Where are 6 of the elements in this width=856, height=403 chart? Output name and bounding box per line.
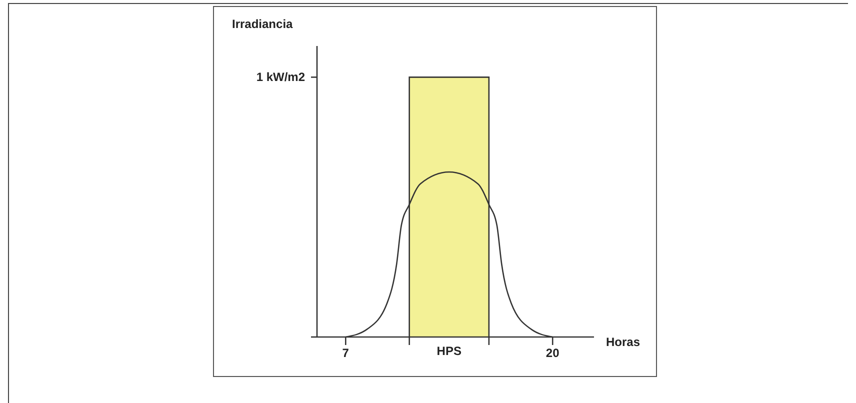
x-tick-label: 20 (546, 346, 560, 360)
annotation: HPS (436, 344, 462, 358)
y-axis-title: Irradiancia (232, 17, 293, 31)
y-tick-label: 1 kW/m2 (256, 70, 306, 84)
x-axis-title: Horas (606, 335, 640, 349)
x-tick-label: 7 (342, 346, 350, 360)
